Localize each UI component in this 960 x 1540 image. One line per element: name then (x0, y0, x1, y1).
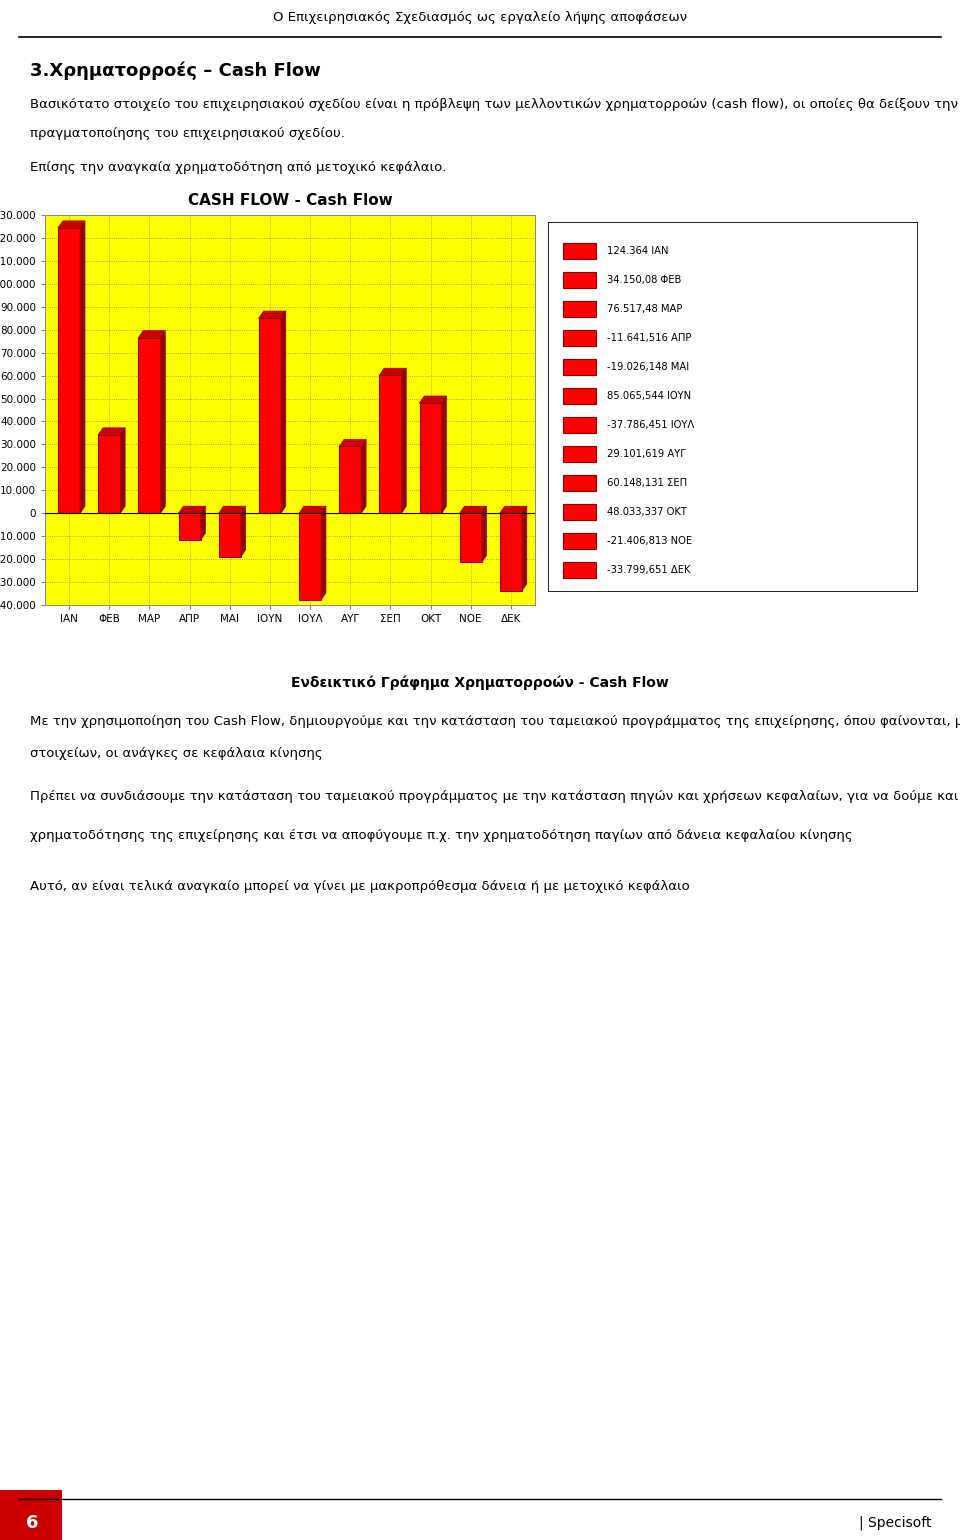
Polygon shape (500, 507, 527, 513)
Text: Ενδεικτικό Γράφημα Χρηματορροών - Cash Flow: Ενδεικτικό Γράφημα Χρηματορροών - Cash F… (291, 676, 669, 690)
Polygon shape (120, 428, 125, 513)
Polygon shape (322, 507, 326, 601)
Polygon shape (219, 507, 246, 513)
Polygon shape (420, 396, 446, 403)
Bar (219, 513, 241, 557)
Polygon shape (201, 507, 205, 541)
Text: -33.799,651 ΔΕΚ: -33.799,651 ΔΕΚ (608, 565, 690, 574)
Text: 48.033,337 ΟΚΤ: 48.033,337 ΟΚΤ (608, 507, 687, 517)
Text: 60.148,131 ΣΕΠ: 60.148,131 ΣΕΠ (608, 477, 687, 488)
Bar (563, 476, 596, 491)
Text: Πρέπει να συνδιάσουμε την κατάσταση του ταμειακού προγράμματος με την κατάσταση : Πρέπει να συνδιάσουμε την κατάσταση του … (30, 790, 960, 802)
Text: -21.406,813 ΝΟΕ: -21.406,813 ΝΟΕ (608, 536, 692, 547)
Bar (299, 513, 322, 601)
Bar (563, 243, 596, 259)
Text: 6: 6 (25, 1514, 38, 1531)
Title: CASH FLOW - Cash Flow: CASH FLOW - Cash Flow (187, 194, 393, 208)
Polygon shape (259, 311, 286, 319)
Text: | Specisoft: | Specisoft (858, 1515, 931, 1529)
Text: Αυτό, αν είναι τελικά αναγκαίο μπορεί να γίνει με μακροπρόθεσμα δάνεια ή με μετο: Αυτό, αν είναι τελικά αναγκαίο μπορεί να… (30, 879, 689, 893)
Bar (500, 513, 522, 591)
Bar (58, 228, 80, 513)
Polygon shape (58, 220, 85, 228)
Bar (339, 447, 361, 513)
Text: -11.641,516 ΑΠΡ: -11.641,516 ΑΠΡ (608, 333, 691, 343)
Text: χρηματοδότησης της επιχείρησης και έτσι να αποφύγουμε π.χ. την χρηματοδότηση παγ: χρηματοδότησης της επιχείρησης και έτσι … (30, 829, 852, 841)
Text: στοιχείων, οι ανάγκες σε κεφάλαια κίνησης: στοιχείων, οι ανάγκες σε κεφάλαια κίνηση… (30, 747, 323, 759)
Polygon shape (482, 507, 487, 562)
Bar (0, 1491, 62, 1540)
Bar (563, 359, 596, 376)
Text: Με την χρησιμοποίηση του Cash Flow, δημιουργούμε και την κατάσταση του ταμειακού: Με την χρησιμοποίηση του Cash Flow, δημι… (30, 715, 960, 728)
Text: 29.101,619 ΑΥΓ: 29.101,619 ΑΥΓ (608, 450, 686, 459)
Polygon shape (179, 507, 205, 513)
Text: 76.517,48 ΜΑΡ: 76.517,48 ΜΑΡ (608, 305, 683, 314)
Bar (138, 337, 160, 513)
Bar (563, 273, 596, 288)
Polygon shape (522, 507, 527, 591)
Bar (379, 376, 401, 513)
Bar (259, 319, 281, 513)
Text: Ο Επιχειρησιακός Σχεδιασμός ως εργαλείο λήψης αποφάσεων: Ο Επιχειρησιακός Σχεδιασμός ως εργαλείο … (273, 11, 687, 25)
Polygon shape (138, 331, 165, 337)
Text: 85.065,544 ΙΟΥΝ: 85.065,544 ΙΟΥΝ (608, 391, 691, 402)
Text: 34.150,08 ΦΕΒ: 34.150,08 ΦΕΒ (608, 276, 682, 285)
Bar (563, 562, 596, 578)
Polygon shape (361, 439, 366, 513)
Polygon shape (442, 396, 446, 513)
Bar (563, 417, 596, 433)
Bar (563, 302, 596, 317)
Bar (563, 504, 596, 521)
Bar (179, 513, 201, 541)
Text: Επίσης την αναγκαία χρηματοδότηση από μετοχικό κεφάλαιο.: Επίσης την αναγκαία χρηματοδότηση από με… (30, 160, 446, 174)
Bar (460, 513, 482, 562)
Text: 3.Χρηματορροές – Cash Flow: 3.Χρηματορροές – Cash Flow (30, 62, 321, 80)
Text: πραγματοποίησης του επιχειρησιακού σχεδίου.: πραγματοποίησης του επιχειρησιακού σχεδί… (30, 126, 345, 140)
Polygon shape (281, 311, 286, 513)
Bar (563, 388, 596, 403)
Text: 124.364 ΙΑΝ: 124.364 ΙΑΝ (608, 246, 669, 256)
Bar (420, 403, 442, 513)
Bar (98, 434, 120, 513)
Polygon shape (160, 331, 165, 513)
Text: Βασικότατο στοιχείο του επιχειρησιακού σχεδίου είναι η πρόβλεψη των μελλοντικών : Βασικότατο στοιχείο του επιχειρησιακού σ… (30, 99, 960, 111)
Polygon shape (401, 368, 406, 513)
Polygon shape (80, 220, 85, 513)
Bar (563, 330, 596, 346)
Bar (563, 533, 596, 550)
Polygon shape (98, 428, 125, 434)
Text: -19.026,148 ΜΑΙ: -19.026,148 ΜΑΙ (608, 362, 689, 373)
Polygon shape (379, 368, 406, 376)
Polygon shape (339, 439, 366, 447)
Polygon shape (299, 507, 326, 513)
Polygon shape (460, 507, 487, 513)
Polygon shape (241, 507, 246, 557)
Bar (563, 447, 596, 462)
Text: -37.786,451 ΙΟΥΛ: -37.786,451 ΙΟΥΛ (608, 420, 694, 430)
